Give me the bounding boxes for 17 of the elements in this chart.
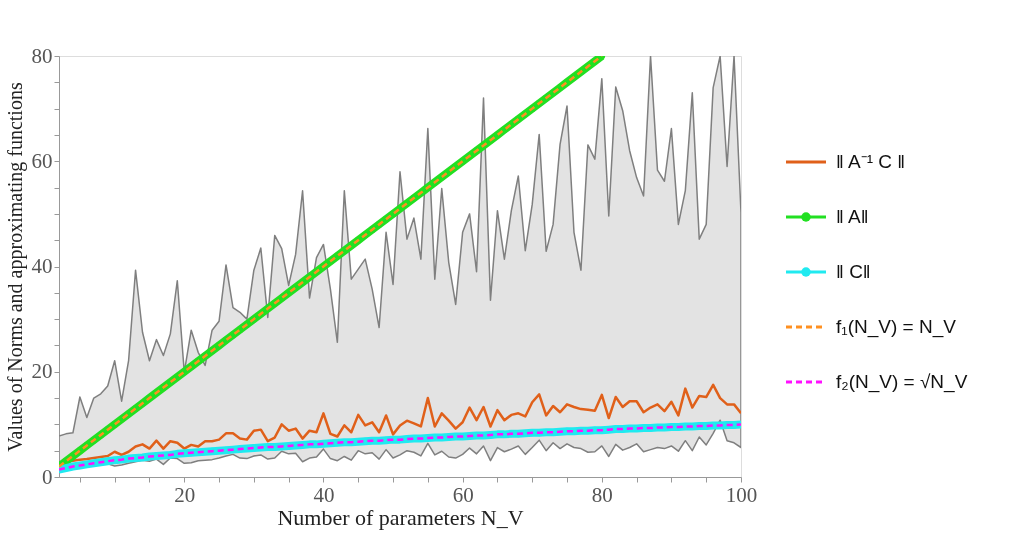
legend-label: ‖ A‖: [836, 206, 869, 227]
y-axis-title: Values of Norms and approximating functions: [3, 82, 27, 452]
x-tick-label: 80: [591, 482, 613, 507]
x-tick-label: 60: [452, 482, 474, 507]
y-tick-label: 20: [31, 359, 53, 384]
y-tick-label: 0: [42, 464, 53, 489]
x-tick-label: 20: [174, 482, 196, 507]
x-tick-label: 100: [725, 482, 758, 507]
x-axis-title: Number of parameters N_V: [277, 504, 524, 530]
legend-label: f₂(N_V) = √N_V: [836, 371, 968, 393]
legend-label: f₁(N_V) = N_V: [836, 316, 957, 338]
y-tick-label: 40: [31, 254, 53, 278]
y-tick-label: 60: [31, 148, 53, 173]
legend-label: ‖ C‖: [836, 261, 871, 282]
x-tick-label: 40: [313, 482, 335, 507]
y-tick-label: 80: [31, 43, 53, 68]
legend-label: ‖ A⁻¹ C ‖: [836, 151, 906, 172]
